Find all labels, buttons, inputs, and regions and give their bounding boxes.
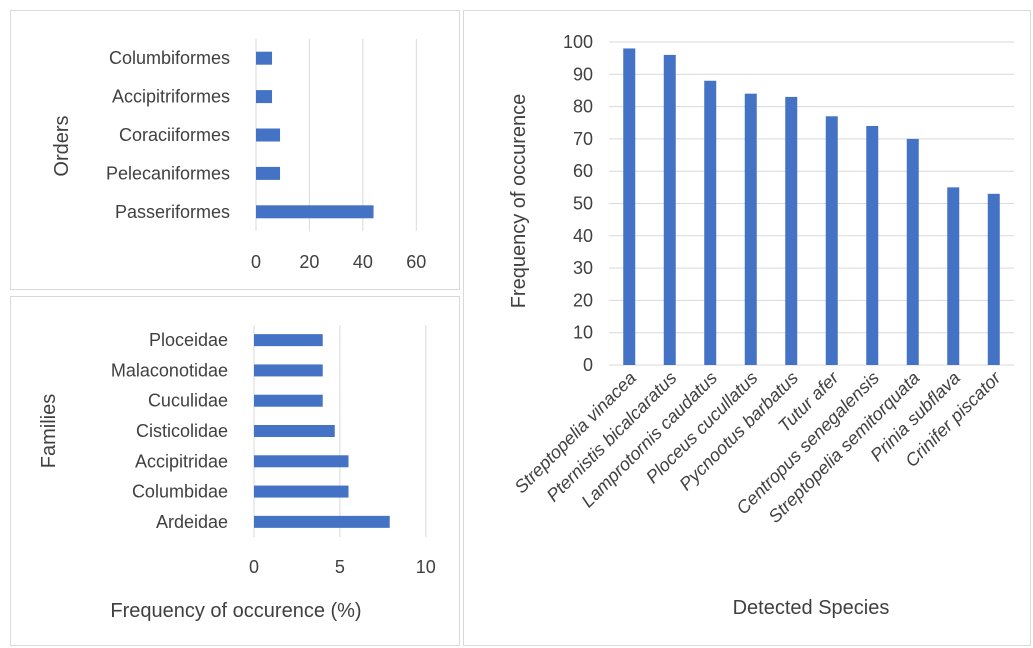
orders-chart-panel: 0 20 40 60 Columbiformes Accipitriformes Corac… <box>10 10 460 290</box>
y-axis-title: Frequency of occurence <box>508 94 530 309</box>
category-label: Cuculidae <box>148 391 228 411</box>
category-label: Columbidae <box>132 482 228 502</box>
bar-accipitridae <box>254 455 349 468</box>
bar-streptopelia-vinacea <box>623 48 636 366</box>
bar-coraciiformes <box>256 128 281 142</box>
y-tick-label: 30 <box>573 258 593 278</box>
category-label: Malaconotidae <box>111 360 228 380</box>
category-label: Passeriformes <box>115 202 230 222</box>
y-tick-label: 80 <box>573 97 593 117</box>
families-chart-panel: 0 5 10 Ploceidae Malaconotidae Cuculidae Cisti… <box>10 296 460 646</box>
category-label: Ardeidae <box>156 512 228 532</box>
bar-centropus-senegalensis <box>866 125 879 365</box>
category-label: Accipitriformes <box>112 87 230 107</box>
bar-pternistis-bicalcaratus <box>663 54 676 366</box>
x-tick-label: 0 <box>251 252 261 272</box>
category-label: Columbiformes <box>109 48 230 68</box>
y-axis-title: Families <box>38 394 60 468</box>
bar-tutur-afer <box>825 116 838 365</box>
bar-lamprotornis-caudatus <box>704 80 717 365</box>
y-tick-label: 100 <box>563 32 593 52</box>
category-label: Coraciiformes <box>119 125 230 145</box>
bar-pycnootus-barbatus <box>785 96 798 365</box>
y-tick-label: 50 <box>573 194 593 214</box>
bar-prinia-subflava <box>947 187 960 365</box>
category-label: Pelecaniformes <box>106 163 230 183</box>
bar-ardeidae <box>254 515 390 528</box>
x-tick-label: 40 <box>353 252 373 272</box>
x-tick-label: 20 <box>299 252 319 272</box>
y-tick-label: 90 <box>573 64 593 84</box>
species-chart-panel: 0 10 20 30 40 50 60 70 80 90 100 Streptopelia vinac… <box>463 10 1031 646</box>
bar-ploceus-cucullatus <box>744 93 757 366</box>
y-tick-label: 10 <box>573 323 593 343</box>
bar-columbidae <box>254 485 349 498</box>
y-tick-label: 40 <box>573 226 593 246</box>
x-tick-label: 60 <box>406 252 426 272</box>
bar-cuculidae <box>254 394 323 407</box>
families-chart: 0 5 10 Ploceidae Malaconotidae Cuculidae Cisti… <box>38 325 436 622</box>
category-label: Ploceidae <box>149 330 228 350</box>
x-axis-title: Frequency of occurence (%) <box>110 600 361 622</box>
category-label: Accipitridae <box>135 451 228 471</box>
bar-malaconotidae <box>254 364 323 377</box>
x-tick-label: 5 <box>335 557 345 577</box>
y-tick-label: 20 <box>573 290 593 310</box>
y-tick-label: 0 <box>583 355 593 375</box>
bar-cisticolidae <box>254 425 335 437</box>
bar-crinifer-piscator <box>987 193 1000 365</box>
y-tick-label: 60 <box>573 161 593 181</box>
y-axis-title: Orders <box>51 115 73 176</box>
bar-ploceidae <box>254 334 323 347</box>
orders-chart: 0 20 40 60 Columbiformes Accipitriformes Corac… <box>51 39 426 272</box>
bar-passeriformes <box>256 205 374 219</box>
bar-pelecaniformes <box>256 166 281 180</box>
y-tick-label: 70 <box>573 129 593 149</box>
x-tick-label: 10 <box>416 557 436 577</box>
x-tick-label: 0 <box>249 557 259 577</box>
bar-streptopelia-semitorquata <box>906 138 919 365</box>
bar-accipitriformes <box>256 90 273 104</box>
x-axis-title: Detected Species <box>733 597 890 619</box>
bar-columbiformes <box>256 51 273 65</box>
category-label: Cisticolidae <box>136 421 228 441</box>
